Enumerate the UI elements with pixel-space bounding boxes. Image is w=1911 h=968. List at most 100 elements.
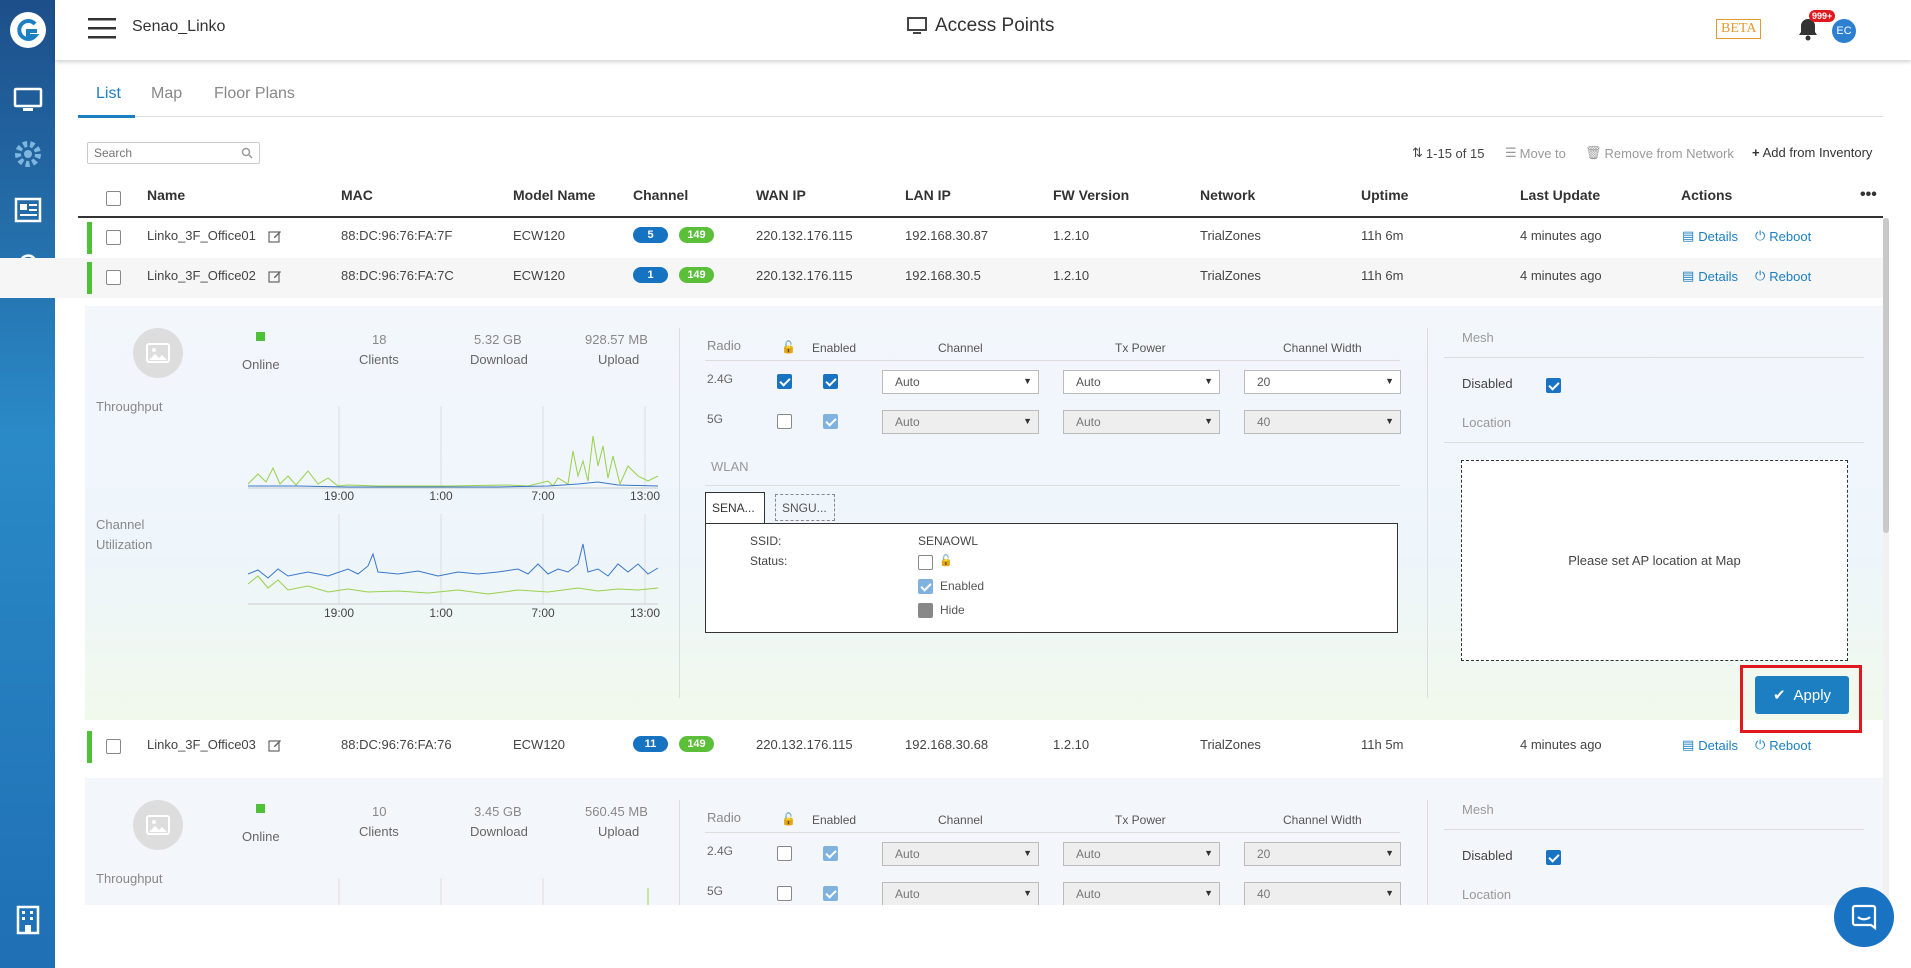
header-divider (78, 216, 1883, 218)
wlan-tab-senaowl[interactable]: SENA... (705, 492, 765, 523)
details-link[interactable]: ▤ Details (1682, 228, 1738, 244)
mesh-disabled-checkbox[interactable] (1546, 378, 1561, 393)
fw-version: 1.2.10 (1053, 228, 1090, 243)
upload-value: 560.45 MB (585, 804, 648, 819)
download-value: 3.45 GB (474, 804, 522, 819)
add-from-inventory-button[interactable]: + Add from Inventory (1752, 145, 1872, 160)
row-checkbox[interactable] (106, 739, 121, 754)
col-uptime[interactable]: Uptime (1361, 187, 1409, 203)
edit-icon[interactable] (268, 229, 282, 248)
wlan-lock-checkbox[interactable] (918, 555, 933, 570)
network[interactable]: TrialZones (1200, 228, 1261, 243)
select-all-checkbox[interactable] (106, 191, 121, 206)
divider (705, 832, 1400, 833)
channel-select[interactable]: Auto ▼ (882, 370, 1039, 394)
tx-power-select[interactable]: Auto ▼ (1063, 410, 1220, 434)
dropdown-arrow-icon: ▼ (1023, 376, 1032, 386)
ap-name[interactable]: Linko_3F_Office02 (147, 268, 256, 283)
radio-lock-checkbox[interactable] (777, 886, 792, 901)
col-network[interactable]: Network (1200, 187, 1256, 203)
tab-floor-plans[interactable]: Floor Plans (214, 85, 295, 102)
apply-button[interactable]: ✔ Apply (1755, 676, 1849, 714)
monitor-icon[interactable] (0, 80, 55, 120)
tx-power-select[interactable]: Auto ▼ (1063, 370, 1220, 394)
mesh-disabled-checkbox[interactable] (1546, 850, 1561, 865)
network[interactable]: TrialZones (1200, 737, 1261, 752)
hamburger-menu-icon[interactable] (88, 17, 116, 44)
col-channel[interactable]: Channel (633, 187, 689, 203)
building-icon[interactable] (0, 900, 55, 940)
network-name[interactable]: Senao_Linko (132, 18, 226, 35)
bell-icon[interactable] (1797, 17, 1819, 46)
edit-icon[interactable] (268, 738, 282, 757)
radio-enabled-checkbox[interactable] (823, 374, 838, 389)
reboot-link[interactable]: ⏻ Reboot (1755, 228, 1811, 244)
channel-width-select[interactable]: 20 ▼ (1244, 842, 1401, 866)
report-icon[interactable] (0, 190, 55, 230)
col-model-name[interactable]: Model Name (513, 187, 596, 203)
scrollbar-track[interactable] (1883, 218, 1889, 905)
col-name[interactable]: Name (147, 187, 186, 203)
ap-name[interactable]: Linko_3F_Office01 (147, 228, 256, 243)
radio-enabled-checkbox[interactable] (823, 414, 838, 429)
radio-lock-checkbox[interactable] (777, 374, 792, 389)
table-row[interactable]: Linko_3F_Office03 88:DC:96:76:FA:76 ECW1… (0, 727, 1883, 767)
move-to-button[interactable]: ☰ Move to (1505, 145, 1566, 161)
col-last-update[interactable]: Last Update (1520, 187, 1601, 203)
download-label: Download (470, 824, 528, 839)
reboot-link[interactable]: ⏻ Reboot (1755, 737, 1811, 753)
tab-list[interactable]: List (96, 85, 121, 102)
image-placeholder-icon (133, 328, 183, 378)
radio-enabled-checkbox[interactable] (823, 886, 838, 901)
details-link[interactable]: ▤ Details (1682, 268, 1738, 284)
ap-name[interactable]: Linko_3F_Office03 (147, 737, 256, 752)
channel-width-select[interactable]: 40 ▼ (1244, 410, 1401, 434)
channel-select[interactable]: Auto ▼ (882, 842, 1039, 866)
online-indicator (256, 332, 265, 341)
scrollbar-thumb[interactable] (1883, 218, 1889, 533)
dropdown-arrow-icon: ▼ (1023, 888, 1032, 898)
details-link[interactable]: ▤ Details (1682, 737, 1738, 753)
table-row[interactable]: Linko_3F_Office02 88:DC:96:76:FA:7C ECW1… (0, 258, 1883, 298)
table-row[interactable]: Linko_3F_Office01 88:DC:96:76:FA:7F ECW1… (0, 218, 1883, 258)
logo-icon[interactable] (0, 8, 55, 52)
reboot-link[interactable]: ⏻ Reboot (1755, 268, 1811, 284)
tx-power-select[interactable]: Auto ▼ (1063, 882, 1220, 905)
wlan-enabled-checkbox[interactable] (918, 579, 933, 594)
avatar[interactable]: EC (1832, 19, 1856, 43)
search-icon[interactable] (241, 147, 253, 159)
row-checkbox[interactable] (106, 270, 121, 285)
wlan-tab-snguest[interactable]: SNGU... (775, 494, 835, 521)
search-box[interactable] (87, 142, 260, 164)
gear-icon[interactable] (0, 134, 55, 174)
col-fw-version[interactable]: FW Version (1053, 187, 1130, 203)
row-checkbox[interactable] (106, 230, 121, 245)
remove-from-network-button[interactable]: 🗑 Remove from Network (1585, 145, 1734, 161)
search-input[interactable] (94, 144, 234, 162)
channel-width-select[interactable]: 40 ▼ (1244, 882, 1401, 905)
chat-button[interactable] (1834, 887, 1894, 947)
network[interactable]: TrialZones (1200, 268, 1261, 283)
channel-select[interactable]: Auto ▼ (882, 882, 1039, 905)
channel-value: Auto (895, 887, 920, 901)
download-value: 5.32 GB (474, 332, 522, 347)
utilization-tick-3: 7:00 (531, 606, 555, 618)
edit-icon[interactable] (268, 269, 282, 288)
col-mac[interactable]: MAC (341, 187, 373, 203)
location-map-box[interactable]: Please set AP location at Map (1461, 460, 1848, 661)
wlan-hide-checkbox[interactable] (918, 603, 933, 618)
channel-select[interactable]: Auto ▼ (882, 410, 1039, 434)
channel-width-select[interactable]: 20 ▼ (1244, 370, 1401, 394)
radio-enabled-checkbox[interactable] (823, 846, 838, 861)
pagination-range[interactable]: ⇅ 1-15 of 15 (1412, 145, 1484, 161)
ap-detail-panel: Online 10 Clients 3.45 GB Download 560.4… (85, 778, 1883, 905)
radio-lock-checkbox[interactable] (777, 414, 792, 429)
radio-lock-checkbox[interactable] (777, 846, 792, 861)
col-lan-ip[interactable]: LAN IP (905, 187, 951, 203)
channel-header: Channel (938, 813, 983, 827)
clients-value: 18 (372, 332, 387, 347)
tx-power-select[interactable]: Auto ▼ (1063, 842, 1220, 866)
tab-map[interactable]: Map (151, 85, 183, 102)
more-options-icon[interactable]: ••• (1860, 186, 1877, 203)
col-wan-ip[interactable]: WAN IP (756, 187, 806, 203)
